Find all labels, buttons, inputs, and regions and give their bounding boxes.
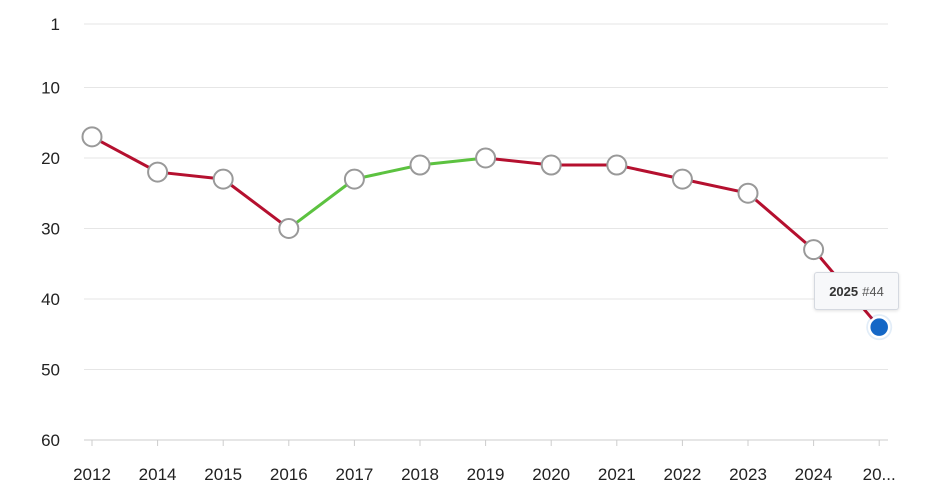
- data-point[interactable]: [803, 239, 825, 261]
- x-tick-label: 2017: [335, 465, 373, 484]
- x-tick-label: 20...: [863, 465, 896, 484]
- data-point[interactable]: [147, 161, 169, 183]
- y-axis: 1 10 20 30 40 50 60: [41, 15, 60, 450]
- x-tick-label: 2020: [532, 465, 570, 484]
- y-tick-label: 30: [41, 219, 60, 238]
- y-tick-label: 60: [41, 431, 60, 450]
- x-axis: 2012 2014 2015 2016 2017 2018 2019 2020 2021 2022…: [73, 440, 896, 484]
- series-points: [81, 126, 893, 341]
- x-tick-label: 2012: [73, 465, 111, 484]
- line-segment-improved: [287, 177, 356, 230]
- line-segment-declined: [615, 163, 684, 181]
- data-point[interactable]: [212, 168, 234, 190]
- line-segment-improved: [352, 163, 422, 181]
- tooltip-rank: #44: [862, 283, 884, 299]
- data-point[interactable]: [606, 154, 628, 176]
- series-line: [90, 135, 881, 329]
- x-tick-label: 2021: [598, 465, 636, 484]
- y-tick-label: 50: [41, 360, 60, 379]
- line-segment-declined: [221, 177, 291, 230]
- data-point[interactable]: [540, 154, 562, 176]
- x-tick-label: 2015: [204, 465, 242, 484]
- tooltip-year: 2025: [829, 283, 859, 299]
- line-segment-declined: [484, 156, 553, 167]
- line-segment-declined: [680, 177, 750, 195]
- grid-lines: [84, 23, 888, 441]
- y-tick-label: 20: [41, 149, 60, 168]
- point-tooltip: 2025 #44: [814, 272, 899, 310]
- y-tick-label: 10: [41, 78, 60, 97]
- x-tick-label: 2016: [270, 465, 308, 484]
- line-segment-declined: [156, 170, 225, 181]
- y-tick-label: 40: [41, 290, 60, 309]
- data-point[interactable]: [475, 147, 497, 169]
- x-tick-label: 2023: [729, 465, 767, 484]
- data-point[interactable]: [278, 217, 300, 239]
- data-point-highlighted[interactable]: [867, 315, 891, 339]
- data-point[interactable]: [737, 182, 759, 204]
- x-tick-label: 2024: [795, 465, 833, 484]
- x-tick-label: 2019: [467, 465, 505, 484]
- line-segment-declined: [746, 191, 816, 252]
- x-tick-label: 2014: [139, 465, 177, 484]
- data-point[interactable]: [409, 154, 431, 176]
- y-tick-label: 1: [51, 15, 60, 34]
- data-point[interactable]: [343, 168, 365, 190]
- line-segment-declined: [90, 135, 160, 174]
- data-point[interactable]: [81, 126, 103, 148]
- line-segment-improved: [418, 156, 488, 167]
- x-tick-label: 2022: [663, 465, 701, 484]
- x-tick-label: 2018: [401, 465, 439, 484]
- data-point[interactable]: [671, 168, 693, 190]
